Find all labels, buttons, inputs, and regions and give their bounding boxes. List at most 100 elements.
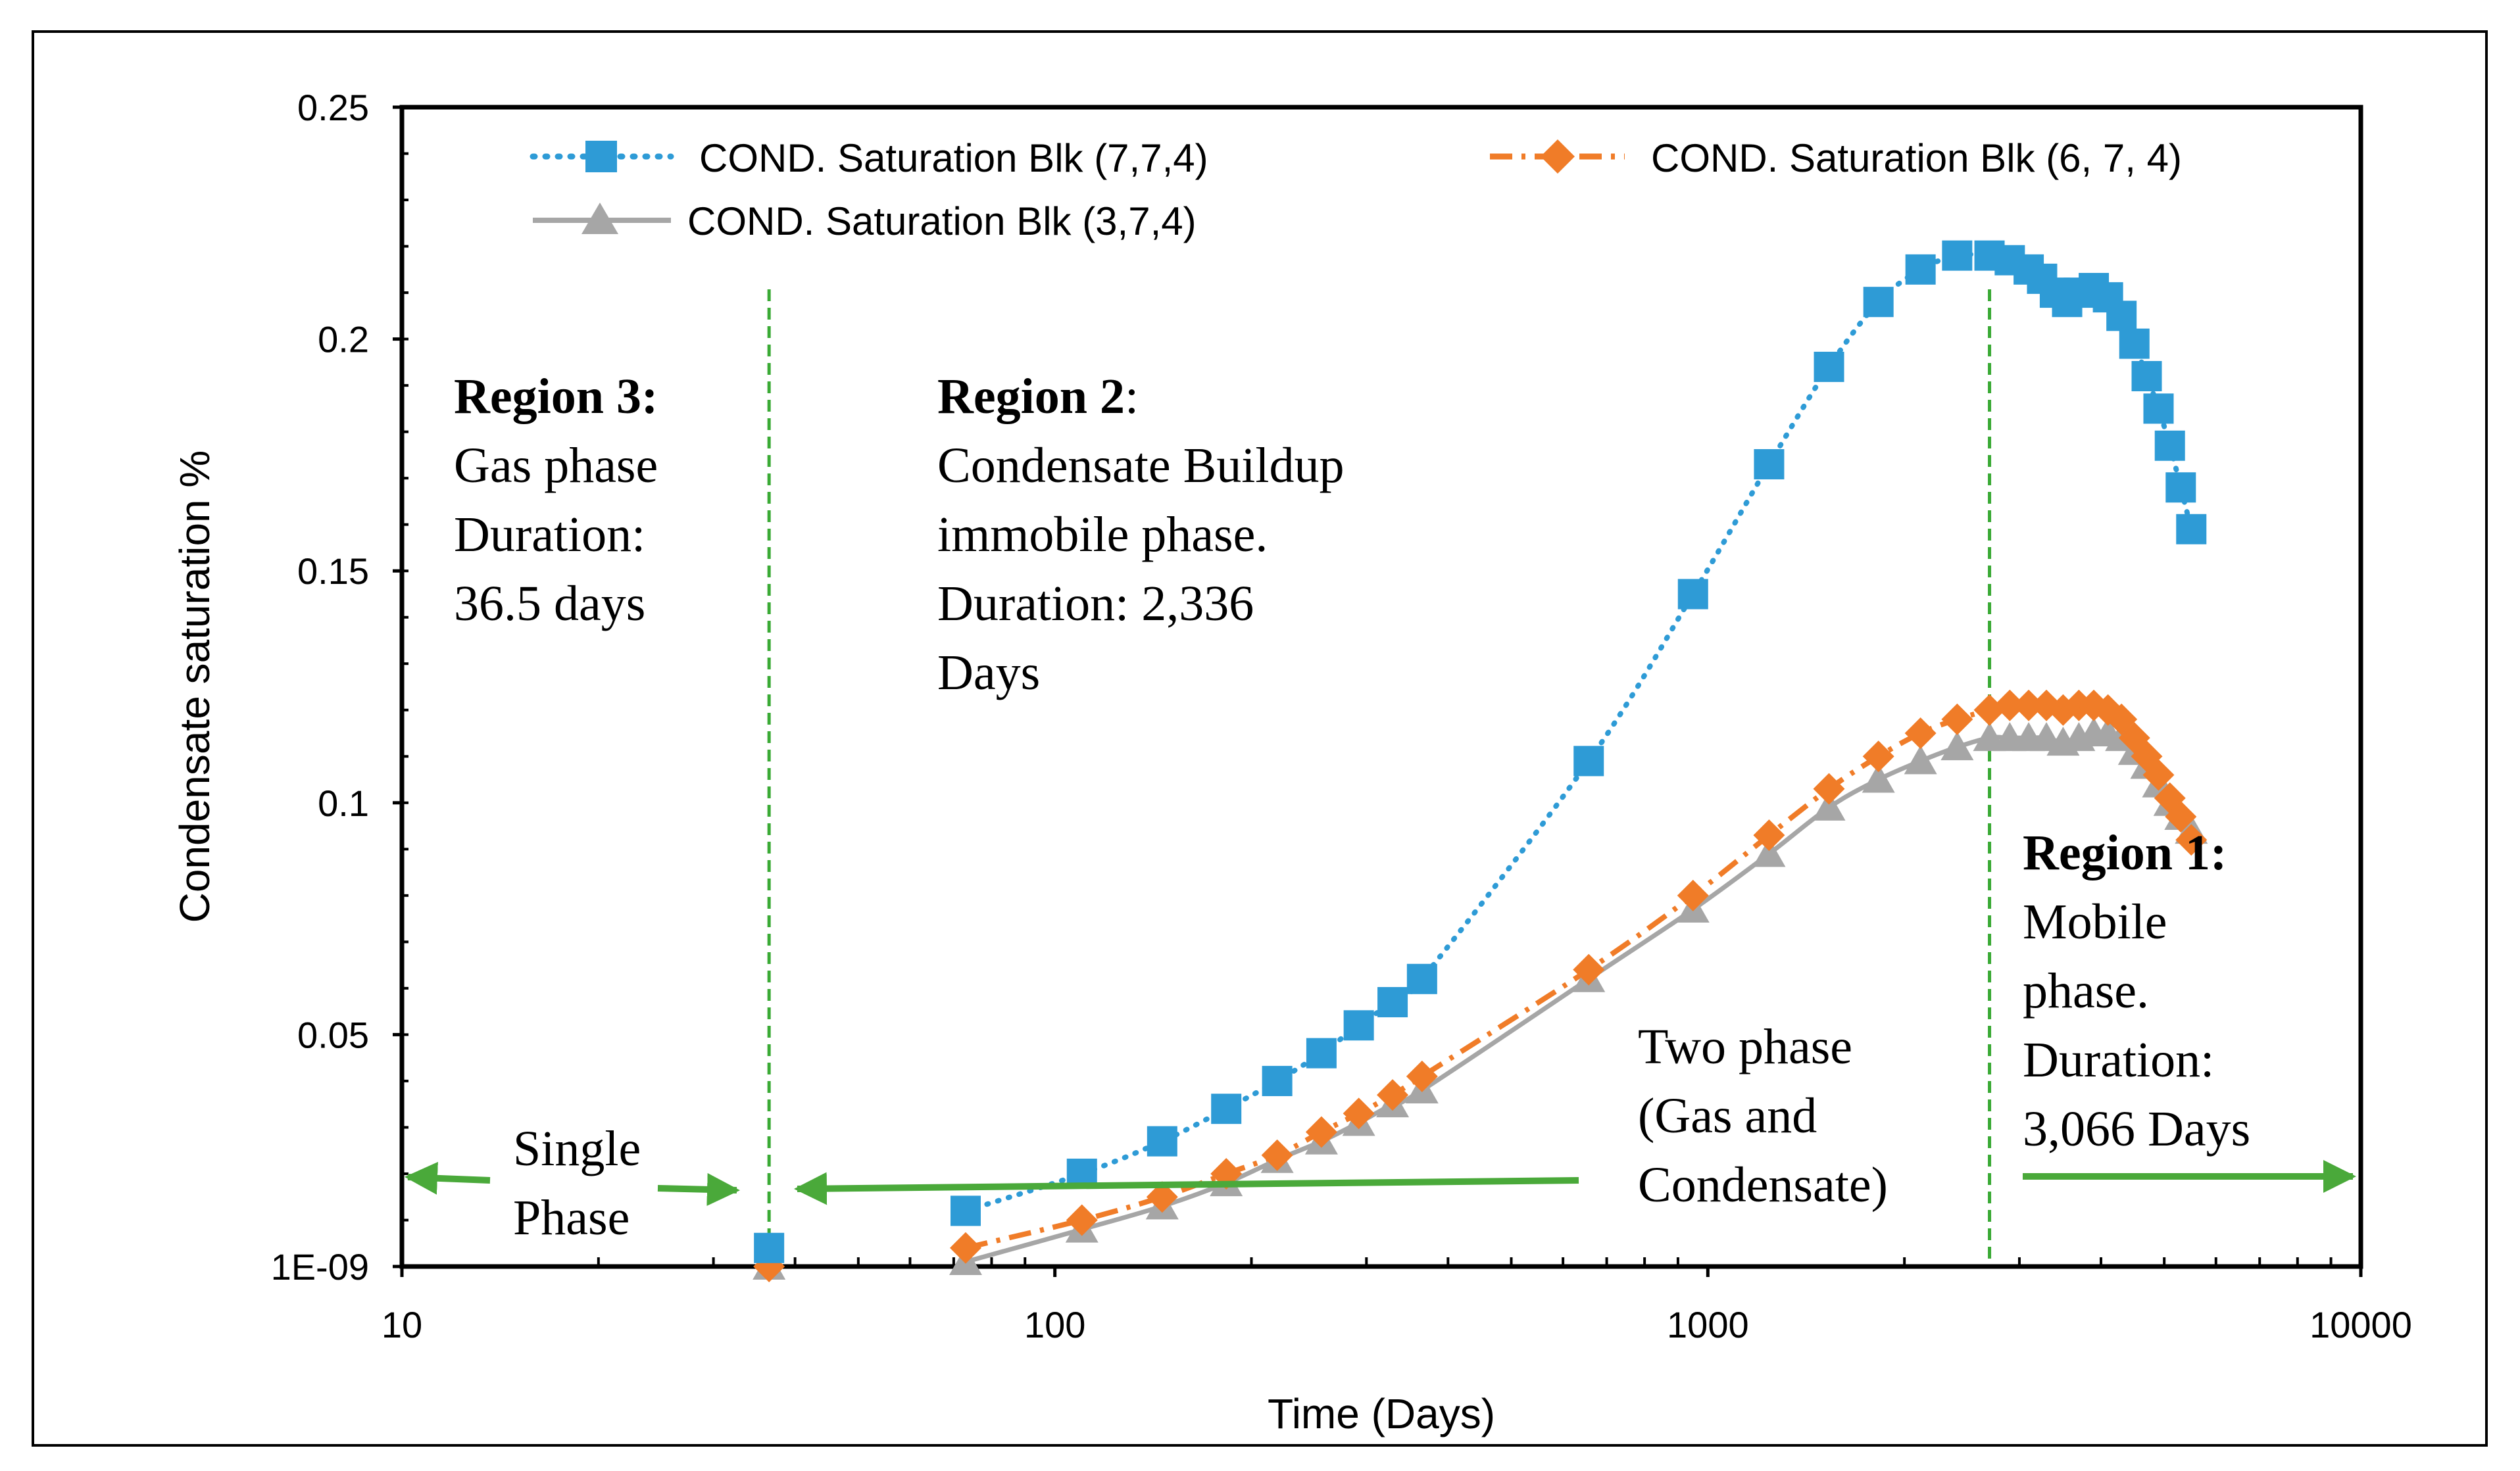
two-phase-line-3: Condensate) — [1638, 1157, 1888, 1213]
y-tick-label-4: 0.2 — [318, 319, 369, 360]
marker-blk-774-28 — [2131, 361, 2162, 392]
legend-marker-blk-674 — [1541, 139, 1575, 174]
marker-blk-674-19 — [2013, 689, 2045, 721]
series-line-1 — [965, 702, 2194, 1251]
x-tick-label-2: 1000 — [1667, 1304, 1749, 1345]
legend-entry-blk-374: COND. Saturation Blk (3,7,4) — [533, 199, 1197, 243]
region2-title: Region 2 — [937, 369, 1125, 424]
marker-blk-674-14 — [1862, 740, 1894, 773]
region1-line-2: phase. — [2023, 963, 2149, 1019]
marker-blk-674-8 — [1377, 1079, 1409, 1111]
marker-blk-774-7 — [1343, 1010, 1374, 1041]
marker-blk-774-8 — [1377, 987, 1408, 1018]
marker-blk-774-1 — [950, 1195, 981, 1226]
region2-title-line: Region 2: — [937, 369, 1139, 424]
marker-blk-674-10 — [1573, 953, 1605, 986]
y-tick-label-0: 1E-09 — [271, 1246, 369, 1288]
marker-blk-674-15 — [1904, 717, 1937, 750]
y-tick-labels: 1E-09 0.05 0.1 0.15 0.2 0.25 — [271, 87, 369, 1288]
marker-blk-674-13 — [1813, 773, 1845, 805]
region3-annotation: Region 3: Gas phase Duration: 36.5 days — [454, 369, 658, 631]
marker-blk-374-12 — [1752, 838, 1786, 867]
marker-blk-674-30 — [2165, 800, 2197, 832]
two-phase-arrow-left — [794, 1172, 1579, 1205]
region2-line-2: immobile phase. — [937, 507, 1268, 562]
marker-blk-774-6 — [1306, 1038, 1337, 1069]
x-tick-label-3: 10000 — [2310, 1304, 2412, 1345]
y-tick-label-5: 0.25 — [297, 87, 369, 128]
region1-line-4: 3,066 Days — [2023, 1101, 2250, 1157]
two-phase-line-2: (Gas and — [1638, 1088, 1817, 1144]
marker-blk-674-11 — [1677, 879, 1709, 911]
legend: COND. Saturation Blk (7,7,4) COND. Satur… — [530, 136, 2182, 243]
marker-blk-674-9 — [1406, 1060, 1438, 1092]
y-axis-title: Condensate saturation % — [171, 450, 218, 923]
marker-blk-774-5 — [1262, 1065, 1293, 1096]
x-axis-title: Time (Days) — [1268, 1390, 1495, 1437]
marker-blk-674-5 — [1261, 1139, 1293, 1171]
marker-blk-774-26 — [2106, 301, 2137, 331]
marker-blk-774-29 — [2143, 393, 2174, 424]
marker-blk-374-13 — [1812, 791, 1846, 821]
legend-label-blk-374: COND. Saturation Blk (3,7,4) — [687, 199, 1197, 243]
region1-line-1: Mobile — [2023, 894, 2167, 950]
marker-blk-674-28 — [2142, 759, 2175, 791]
x-tick-labels: 10 100 1000 10000 — [382, 1304, 2412, 1345]
legend-label-blk-674: COND. Saturation Blk (6, 7, 4) — [1651, 136, 2182, 180]
region2-title-suffix: : — [1125, 369, 1139, 424]
marker-blk-674-12 — [1753, 819, 1785, 852]
marker-blk-674-3 — [1146, 1181, 1178, 1213]
region2-annotation: Region 2: Condensate Buildup immobile ph… — [937, 369, 1345, 700]
marker-blk-774-27 — [2119, 328, 2150, 359]
legend-marker-blk-774 — [585, 141, 617, 172]
single-phase-arrow-right — [657, 1172, 740, 1206]
marker-blk-374-15 — [1904, 745, 1937, 775]
region1-annotation: Region 1: Mobile phase. Duration: 3,066 … — [2023, 825, 2250, 1157]
region1-line-3: Duration: — [2023, 1032, 2214, 1088]
marker-blk-774-12 — [1754, 449, 1785, 480]
marker-blk-774-31 — [2165, 472, 2196, 503]
legend-entry-blk-674: COND. Saturation Blk (6, 7, 4) — [1490, 136, 2182, 180]
marker-blk-774-11 — [1677, 579, 1708, 610]
marker-blk-674-16 — [1941, 703, 1973, 735]
x-tick-label-0: 10 — [382, 1304, 422, 1345]
marker-blk-674-1 — [949, 1232, 981, 1264]
marker-blk-774-10 — [1573, 746, 1604, 777]
region2-line-1: Condensate Buildup — [937, 438, 1345, 493]
region2-line-3: Duration: 2,336 — [937, 576, 1254, 631]
single-phase-label: Single Phase — [513, 1121, 641, 1245]
legend-marker-blk-374 — [581, 203, 618, 234]
marker-blk-674-2 — [1066, 1204, 1098, 1236]
two-phase-label: Two phase (Gas and Condensate) — [1638, 1019, 1888, 1213]
marker-blk-774-30 — [2154, 430, 2185, 461]
marker-blk-674-18 — [1994, 689, 2026, 721]
region3-line-2: Duration: — [454, 507, 645, 562]
legend-label-blk-774: COND. Saturation Blk (7,7,4) — [699, 136, 1208, 180]
marker-blk-674-6 — [1305, 1116, 1337, 1148]
y-tick-label-1: 0.05 — [297, 1014, 369, 1055]
single-phase-line-2: Phase — [513, 1190, 630, 1245]
marker-blk-774-16 — [1942, 240, 1973, 271]
marker-blk-774-13 — [1814, 351, 1844, 382]
region1-title: Region 1: — [2023, 825, 2227, 880]
outer-frame — [32, 30, 2488, 1447]
marker-blk-674-31 — [2175, 824, 2208, 856]
marker-blk-774-3 — [1147, 1126, 1177, 1157]
region3-title: Region 3: — [454, 369, 658, 424]
y-tick-label-2: 0.1 — [318, 783, 369, 824]
region3-line-3: 36.5 days — [454, 576, 645, 631]
marker-blk-774-32 — [2176, 514, 2207, 544]
x-tick-label-1: 100 — [1024, 1304, 1085, 1345]
region3-line-1: Gas phase — [454, 438, 658, 493]
marker-blk-774-0 — [754, 1232, 785, 1263]
marker-blk-774-15 — [1905, 254, 1936, 285]
y-tick-label-3: 0.15 — [297, 550, 369, 592]
plot-area — [399, 105, 2363, 1269]
region-boundaries — [767, 289, 1992, 1261]
phase-arrows — [405, 1160, 2356, 1206]
marker-blk-674-7 — [1343, 1097, 1375, 1130]
series-markers — [753, 240, 2208, 1282]
region2-line-4: Days — [937, 645, 1040, 700]
legend-entry-blk-774: COND. Saturation Blk (7,7,4) — [530, 136, 1208, 180]
